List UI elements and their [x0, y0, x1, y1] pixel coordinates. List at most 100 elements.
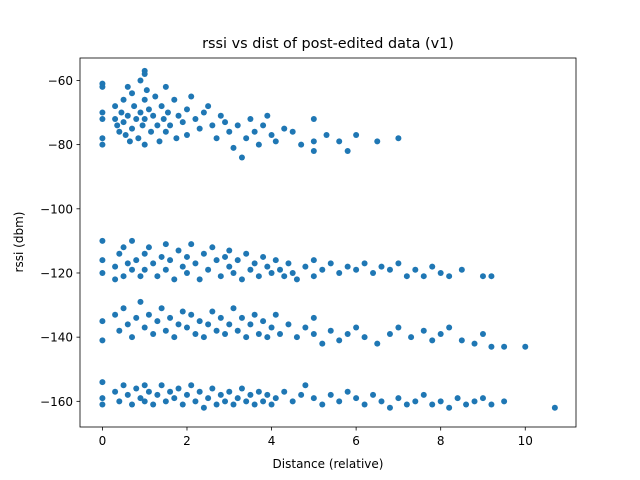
data-point	[458, 266, 465, 273]
data-point	[226, 321, 233, 328]
data-point	[289, 128, 296, 135]
data-point	[124, 391, 131, 398]
data-point	[135, 135, 142, 142]
data-point	[234, 122, 241, 129]
data-point	[285, 321, 292, 328]
data-point	[336, 269, 343, 276]
data-point	[217, 391, 224, 398]
data-point	[429, 401, 436, 408]
data-point	[234, 395, 241, 402]
data-point	[137, 395, 144, 402]
data-point	[99, 237, 106, 244]
data-point	[353, 132, 360, 139]
data-point	[488, 401, 495, 408]
data-point	[386, 330, 393, 337]
data-point	[200, 334, 207, 341]
data-point	[152, 93, 159, 100]
data-point	[112, 311, 119, 318]
data-point	[154, 122, 161, 129]
data-point	[99, 83, 106, 90]
data-point	[118, 109, 125, 116]
data-point	[420, 273, 427, 280]
data-point	[255, 141, 262, 148]
data-point	[124, 321, 131, 328]
data-point	[192, 115, 199, 122]
data-point	[205, 266, 212, 273]
data-point	[429, 263, 436, 270]
data-point	[167, 388, 174, 395]
data-point	[243, 398, 250, 405]
data-point	[114, 122, 121, 129]
data-point	[145, 106, 152, 113]
data-point	[137, 109, 144, 116]
data-point	[251, 311, 258, 318]
data-point	[463, 401, 470, 408]
data-point	[420, 391, 427, 398]
data-point	[133, 257, 140, 264]
data-point	[429, 337, 436, 344]
data-point	[217, 314, 224, 321]
data-point	[222, 330, 229, 337]
data-point	[122, 132, 129, 139]
data-point	[192, 398, 199, 405]
x-tick-label: 0	[99, 434, 107, 448]
data-point	[234, 327, 241, 334]
data-point	[361, 260, 368, 267]
data-point	[277, 266, 284, 273]
data-point	[131, 103, 138, 110]
data-point	[129, 401, 136, 408]
data-point	[412, 398, 419, 405]
data-point	[99, 337, 106, 344]
data-point	[209, 385, 216, 392]
data-point	[243, 334, 250, 341]
data-point	[268, 132, 275, 139]
data-point	[551, 404, 558, 411]
data-point	[145, 388, 152, 395]
data-point	[310, 138, 317, 145]
data-point	[272, 395, 279, 402]
data-point	[243, 135, 250, 142]
data-point	[268, 324, 275, 331]
data-point	[196, 276, 203, 283]
x-axis: 0 2 4 6 8 10	[99, 427, 533, 448]
data-point	[141, 71, 148, 78]
data-point	[137, 298, 144, 305]
data-point	[112, 263, 119, 270]
data-point	[124, 112, 131, 119]
data-point	[247, 266, 254, 273]
data-point	[112, 388, 119, 395]
data-point	[133, 115, 140, 122]
data-point	[129, 266, 136, 273]
data-point	[120, 244, 127, 251]
data-point	[175, 247, 182, 254]
data-point	[179, 401, 186, 408]
y-tick-label: −100	[40, 202, 73, 216]
data-point	[150, 260, 157, 267]
data-point	[327, 260, 334, 267]
data-point	[255, 330, 262, 337]
data-point	[150, 112, 157, 119]
data-point	[141, 141, 148, 148]
data-point	[437, 330, 444, 337]
data-point	[99, 395, 106, 402]
data-point	[293, 334, 300, 341]
data-point	[268, 401, 275, 408]
data-point	[260, 122, 267, 129]
data-point	[289, 398, 296, 405]
data-point	[446, 404, 453, 411]
data-point	[395, 260, 402, 267]
data-point	[183, 324, 190, 331]
data-point	[158, 382, 165, 389]
data-point	[160, 115, 167, 122]
data-point	[116, 327, 123, 334]
data-point	[230, 144, 237, 151]
data-point	[162, 241, 169, 248]
x-tick-label: 2	[183, 434, 191, 448]
data-point	[158, 253, 165, 260]
data-point	[171, 276, 178, 283]
data-point	[183, 391, 190, 398]
data-point	[247, 321, 254, 328]
data-point	[124, 83, 131, 90]
data-point	[167, 122, 174, 129]
